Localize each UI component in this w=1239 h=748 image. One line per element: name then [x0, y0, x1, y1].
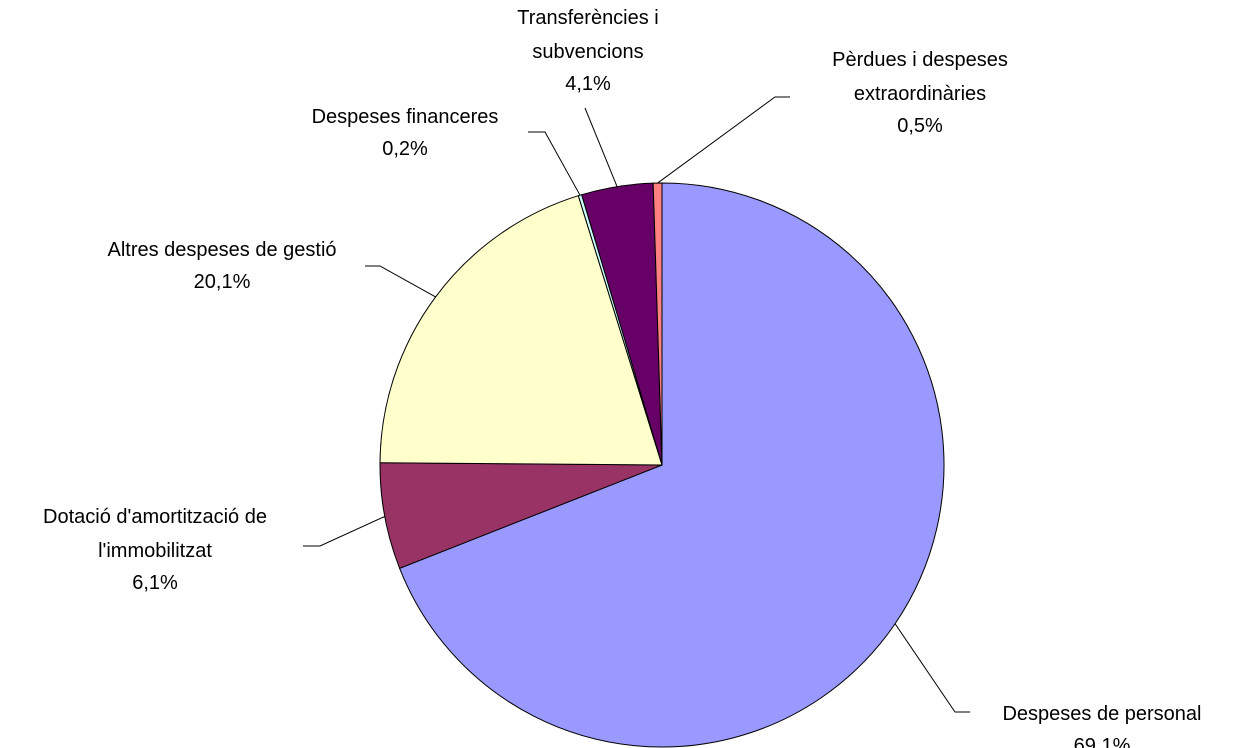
slice-value-label: 20,1%	[193, 271, 251, 293]
leader-line	[528, 131, 581, 196]
leader-line	[303, 516, 385, 547]
slice-value-label: 69,1%	[1073, 735, 1131, 748]
pie-slice	[379, 195, 663, 466]
slice-value-label: 0,5%	[897, 115, 943, 137]
leader-line	[657, 96, 790, 184]
leader-line	[365, 265, 436, 298]
slice-label: Transferències i subvencions	[517, 7, 659, 63]
pie-slice	[652, 182, 663, 466]
slice-label: Altres despeses de gestió	[107, 239, 337, 261]
slice-value-label: 6,1%	[132, 572, 178, 594]
leader-line	[584, 107, 618, 187]
slice-label: Dotació d'amortització de l'immobilitzat	[43, 506, 267, 562]
slice-label: Pèrdues i despeses extraordinàries	[832, 49, 1008, 105]
slice-label: Despeses de personal	[1002, 703, 1202, 725]
slice-label: Despeses financeres	[311, 106, 499, 128]
slice-value-label: 4,1%	[565, 73, 611, 95]
slice-value-label: 0,2%	[382, 138, 428, 160]
leader-line	[894, 623, 970, 713]
